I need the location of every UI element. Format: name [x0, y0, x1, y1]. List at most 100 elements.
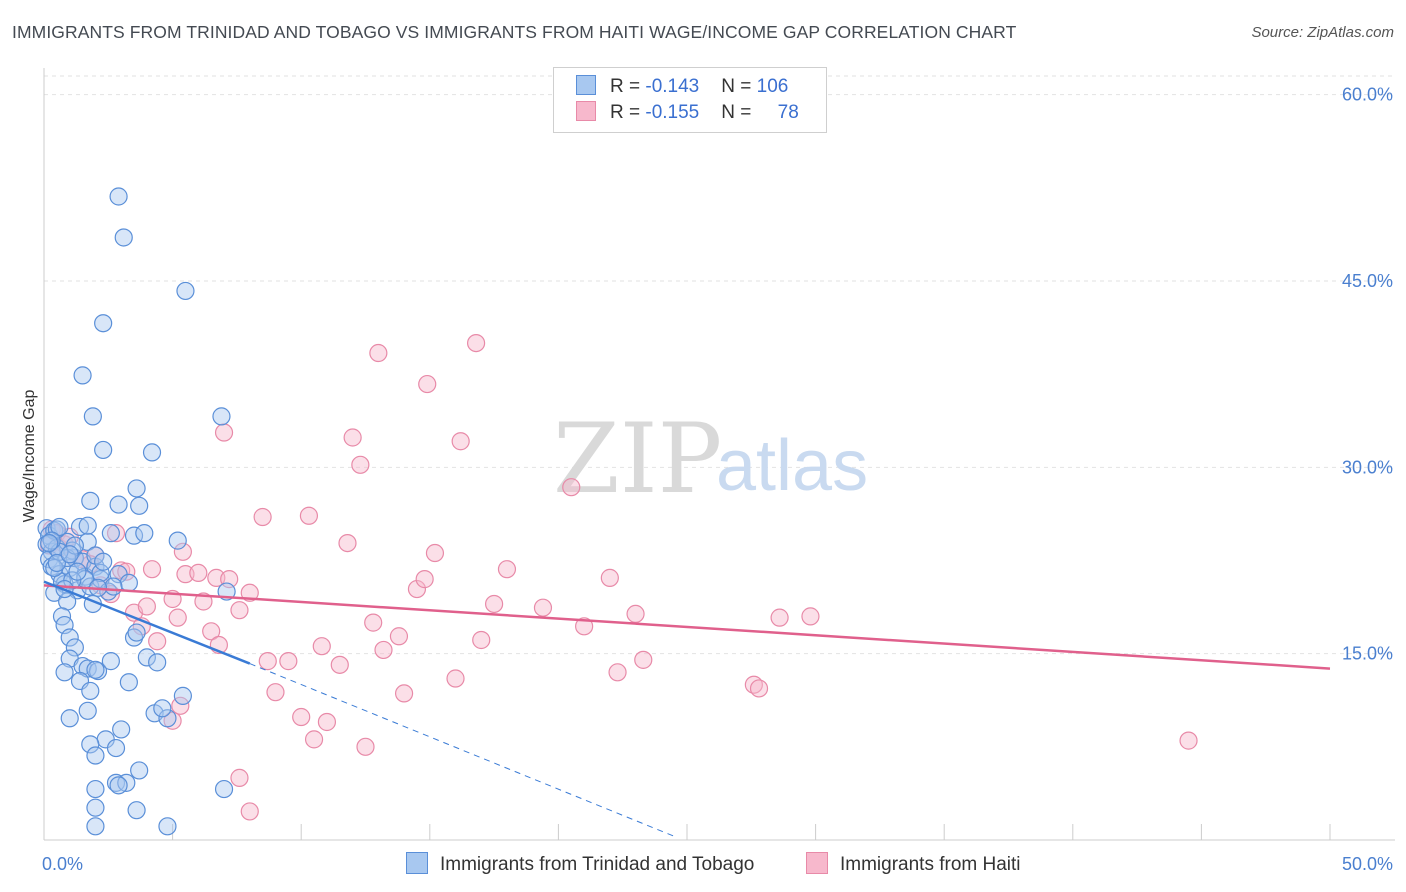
- trinidad-point-60: [109, 776, 128, 795]
- trinidad-point-42: [124, 628, 144, 647]
- trinidad-point-48: [158, 709, 177, 728]
- pink-swatch: [806, 852, 828, 874]
- haiti-point-66: [634, 650, 653, 669]
- trinidad-point-86: [78, 516, 97, 535]
- haiti-point-77: [148, 632, 167, 651]
- haiti-point-53: [425, 543, 445, 563]
- haiti-point-17: [137, 597, 156, 616]
- trinidad-point-33: [55, 663, 74, 682]
- haiti-point-56: [466, 333, 486, 353]
- trinidad-point-43: [127, 623, 146, 642]
- trinidad-point-104: [60, 545, 79, 564]
- r-value-haiti: -0.155: [645, 102, 700, 123]
- chart-title: IMMIGRANTS FROM TRINIDAD AND TOBAGO VS I…: [12, 22, 1017, 42]
- trinidad-point-99: [40, 533, 59, 553]
- haiti-point-31: [253, 507, 272, 527]
- haiti-point-52: [418, 374, 437, 394]
- trinidad-point-85: [50, 517, 69, 537]
- stats-legend-row-haiti: R = -0.155 N = 78: [576, 101, 799, 127]
- source-label: Source: ZipAtlas.com: [1251, 24, 1394, 41]
- trinidad-point-62: [86, 798, 105, 817]
- haiti-point-48: [389, 627, 409, 646]
- trinidad-point-63: [127, 801, 146, 820]
- watermark-atlas: atlas: [716, 426, 868, 506]
- haiti-point-23: [189, 563, 208, 583]
- axes: [43, 68, 1395, 841]
- haiti-point-50: [407, 579, 427, 599]
- haiti-point-42: [343, 428, 362, 447]
- trinidad-point-105: [94, 552, 113, 571]
- y-tick-label-3: 60.0%: [1342, 85, 1393, 105]
- trinidad-point-66: [214, 779, 234, 799]
- haiti-point-32: [258, 652, 277, 671]
- trinidad-point-74: [83, 407, 102, 426]
- trinidad-point-46: [173, 686, 192, 705]
- trinidad-point-44: [137, 648, 156, 667]
- trinidad-point-68: [212, 407, 231, 426]
- trinidad-point-100: [47, 553, 66, 573]
- trinidad-point-56: [86, 746, 105, 765]
- trinidad-point-20: [47, 520, 66, 539]
- haiti-point-41: [338, 533, 357, 553]
- blue-swatch: [576, 75, 596, 95]
- trinidad-points: [37, 187, 236, 836]
- trinidad-point-30: [60, 628, 79, 647]
- trinidad-point-41: [119, 673, 138, 692]
- grid: [44, 75, 1395, 655]
- trinidad-point-77: [127, 479, 146, 498]
- haiti-point-39: [330, 655, 349, 674]
- trend-lines: [43, 580, 1331, 837]
- trinidad-point-69: [176, 281, 195, 301]
- haiti-point-45: [364, 613, 383, 632]
- haiti-point-37: [317, 712, 337, 732]
- trinidad-point-31: [65, 638, 84, 657]
- legend-item-trinidad: Immigrants from Trinidad and Tobago: [406, 852, 754, 876]
- trinidad-point-40: [81, 681, 100, 701]
- haiti-point-54: [446, 669, 465, 688]
- haiti-point-49: [394, 684, 414, 703]
- haiti-point-47: [374, 640, 393, 660]
- trinidad-point-52: [112, 720, 131, 739]
- trinidad-point-65: [158, 817, 177, 836]
- trinidad-point-84: [168, 531, 187, 550]
- haiti-point-36: [304, 730, 324, 749]
- trinidad-point-83: [101, 524, 120, 543]
- haiti-point-34: [279, 652, 298, 671]
- haiti-point-55: [451, 432, 470, 451]
- trinidad-point-98: [45, 558, 64, 578]
- trinidad-point-25: [99, 582, 118, 601]
- trinidad-point-49: [153, 699, 172, 718]
- haiti-point-22: [173, 542, 192, 561]
- haiti-point-61: [562, 478, 581, 497]
- trinidad-point-64: [86, 817, 105, 836]
- trinidad-trend-line: [43, 580, 251, 665]
- haiti-point-25: [202, 622, 221, 641]
- haiti-point-35: [292, 707, 311, 727]
- trinidad-point-57: [130, 761, 149, 780]
- y-tick-label-2: 45.0%: [1342, 271, 1393, 291]
- haiti-point-62: [575, 617, 594, 636]
- haiti-point-20: [168, 608, 187, 627]
- haiti-point-70: [801, 607, 820, 626]
- haiti-point-65: [626, 604, 645, 624]
- trinidad-point-94: [42, 531, 61, 550]
- stats-legend: R = -0.143 N = 106 R = -0.155 N = 78: [553, 67, 827, 133]
- trinidad-point-39: [101, 652, 120, 671]
- watermark: ZIP atlas: [553, 403, 868, 515]
- trinidad-point-71: [109, 187, 128, 206]
- trinidad-point-95: [65, 536, 84, 555]
- trinidad-point-80: [130, 496, 149, 515]
- y-tick-label-0: 15.0%: [1342, 644, 1393, 664]
- trinidad-point-54: [81, 735, 100, 754]
- trinidad-point-73: [73, 366, 92, 385]
- haiti-point-29: [230, 601, 249, 620]
- stats-legend-row-trinidad: R = -0.143 N = 106: [576, 75, 788, 101]
- haiti-point-63: [600, 568, 619, 587]
- x-tick-label-1: 50.0%: [1342, 854, 1393, 874]
- trinidad-point-82: [135, 524, 154, 543]
- trinidad-point-61: [86, 779, 105, 799]
- trinidad-point-45: [148, 653, 167, 672]
- trinidad-point-51: [78, 701, 97, 720]
- haiti-trend-line: [43, 584, 1331, 670]
